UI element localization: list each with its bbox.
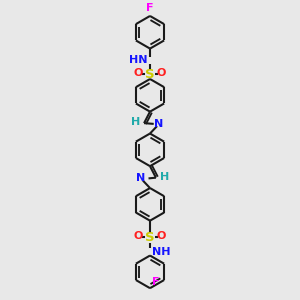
- Text: S: S: [145, 231, 155, 244]
- Text: H: H: [131, 117, 140, 128]
- Text: F: F: [146, 3, 154, 13]
- Text: O: O: [157, 68, 166, 78]
- Text: O: O: [134, 231, 143, 241]
- Text: N: N: [136, 173, 146, 183]
- Text: N: N: [154, 119, 164, 129]
- Text: HN: HN: [129, 56, 148, 65]
- Text: H: H: [160, 172, 169, 182]
- Text: NH: NH: [152, 247, 171, 257]
- Text: S: S: [145, 68, 155, 81]
- Text: F: F: [152, 277, 160, 286]
- Text: O: O: [157, 231, 166, 241]
- Text: O: O: [134, 68, 143, 78]
